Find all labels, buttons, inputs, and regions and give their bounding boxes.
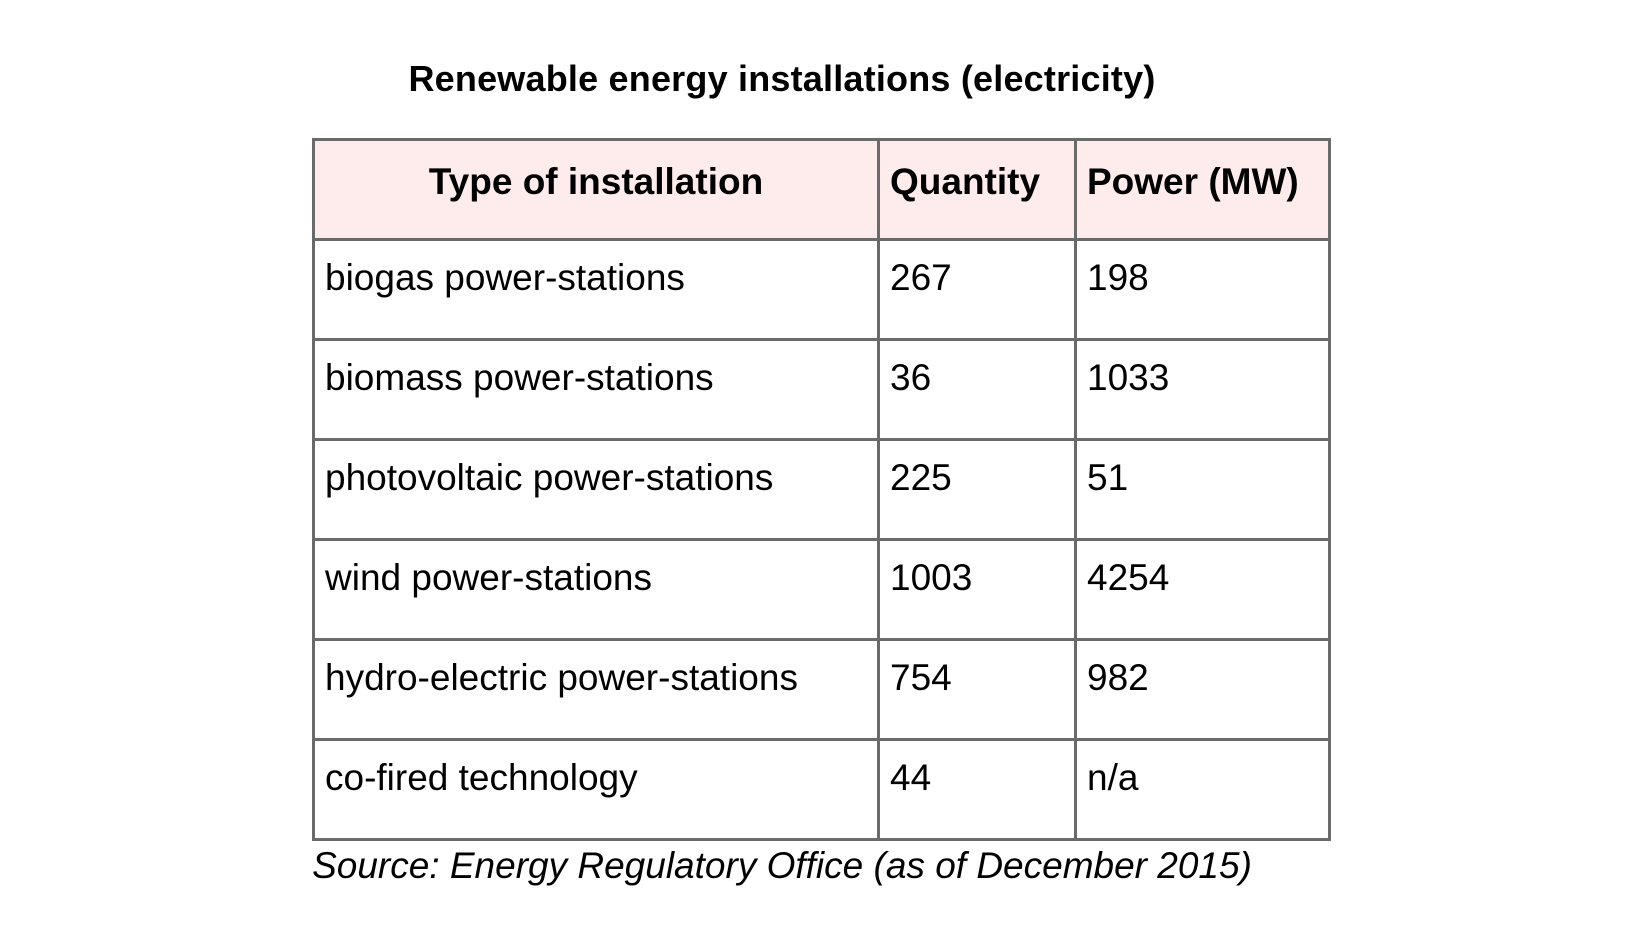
table-row: biogas power-stations 267 198 <box>312 238 1331 341</box>
cell-installation-type: co-fired technology <box>312 738 880 841</box>
cell-installation-type: wind power-stations <box>312 538 880 641</box>
cell-power: 1033 <box>1074 338 1331 441</box>
renewable-installations-table: Type of installation Quantity Power (MW)… <box>312 138 1331 841</box>
table-row: wind power-stations 1003 4254 <box>312 538 1331 641</box>
cell-quantity: 754 <box>877 638 1077 741</box>
source-note: Source: Energy Regulatory Office (as of … <box>312 845 1252 886</box>
cell-quantity: 44 <box>877 738 1077 841</box>
cell-installation-type: photovoltaic power-stations <box>312 438 880 541</box>
table-row: hydro-electric power-stations 754 982 <box>312 638 1331 741</box>
cell-power: 198 <box>1074 238 1331 341</box>
table-row: photovoltaic power-stations 225 51 <box>312 438 1331 541</box>
cell-power: 982 <box>1074 638 1331 741</box>
cell-installation-type: biogas power-stations <box>312 238 880 341</box>
table-header-row: Type of installation Quantity Power (MW) <box>312 138 1331 241</box>
table-row: biomass power-stations 36 1033 <box>312 338 1331 441</box>
cell-power: n/a <box>1074 738 1331 841</box>
cell-power: 51 <box>1074 438 1331 541</box>
column-header-quantity: Quantity <box>877 138 1077 241</box>
table-row: co-fired technology 44 n/a <box>312 738 1331 841</box>
cell-quantity: 1003 <box>877 538 1077 641</box>
column-header-type-of-installation: Type of installation <box>312 138 880 241</box>
cell-installation-type: biomass power-stations <box>312 338 880 441</box>
cell-quantity: 225 <box>877 438 1077 541</box>
page-title: Renewable energy installations (electric… <box>408 58 1156 99</box>
cell-installation-type: hydro-electric power-stations <box>312 638 880 741</box>
cell-quantity: 267 <box>877 238 1077 341</box>
column-header-power-mw: Power (MW) <box>1074 138 1331 241</box>
cell-quantity: 36 <box>877 338 1077 441</box>
cell-power: 4254 <box>1074 538 1331 641</box>
